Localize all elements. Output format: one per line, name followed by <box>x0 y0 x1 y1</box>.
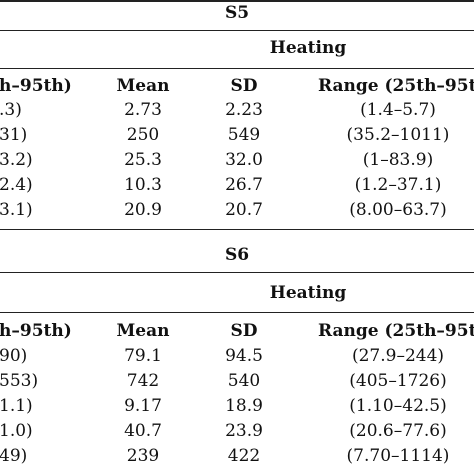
table-row-s6-2-left: 553) <box>0 371 39 391</box>
table-row-s6-5-mean: 239 <box>126 446 160 466</box>
table-row-s5-2-mean: 250 <box>126 125 160 145</box>
table-row-s5-4-range: (1.2–37.1) <box>354 175 442 195</box>
col-header-sd-s6: SD <box>230 321 258 341</box>
table-row-s6-1-left: 90) <box>0 346 28 366</box>
table-row-s5-2-sd: 549 <box>227 125 261 145</box>
table-row-s5-5-left: 3.1) <box>0 200 33 220</box>
group-header-heating: Heating <box>269 38 347 58</box>
table-row-s6-3-range: (1.10–42.5) <box>349 396 447 416</box>
table-row-s6-4-left: 1.0) <box>0 421 33 441</box>
top-rule <box>0 0 474 2</box>
table-row-s6-2-range: (405–1726) <box>349 371 447 391</box>
table-row-s6-4-mean: 40.7 <box>124 421 162 441</box>
table-row-s5-1-range: (1.4–5.7) <box>360 100 436 120</box>
table-row-s6-1-range: (27.9–244) <box>351 346 445 366</box>
table-row-s6-1-mean: 79.1 <box>124 346 162 366</box>
table-row-s6-3-mean: 9.17 <box>124 396 162 416</box>
section-divider-rule <box>0 229 474 230</box>
table-row-s5-1-mean: 2.73 <box>124 100 162 120</box>
col-header-left-fragment: h–95th) <box>0 76 72 96</box>
col-header-mean: Mean <box>116 76 170 96</box>
table-row-s5-3-left: 3.2) <box>0 150 33 170</box>
table-row-s5-4-mean: 10.3 <box>124 175 162 195</box>
col-header-range-s6: Range (25th–95t <box>318 321 474 341</box>
table-row-s6-4-range: (20.6–77.6) <box>349 421 447 441</box>
table-row-s5-3-range: (1–83.9) <box>362 150 434 170</box>
table-row-s6-5-range: (7.70–1114) <box>346 446 450 466</box>
table-row-s5-3-mean: 25.3 <box>124 150 162 170</box>
table-row-s6-3-left: 1.1) <box>0 396 33 416</box>
group-header-rule <box>0 68 474 69</box>
col-header-left-fragment-s6: h–95th) <box>0 321 72 341</box>
table-row-s6-2-mean: 742 <box>126 371 160 391</box>
col-header-range: Range (25th–95th <box>318 76 474 96</box>
table-row-s5-3-sd: 32.0 <box>225 150 263 170</box>
table-row-s6-2-sd: 540 <box>227 371 261 391</box>
group-header-rule-s6 <box>0 312 474 313</box>
table-row-s5-5-mean: 20.9 <box>124 200 162 220</box>
section-s6-rule <box>0 272 474 273</box>
table-row-s5-1-left: .3) <box>0 100 22 120</box>
table-row-s5-4-left: 2.4) <box>0 175 33 195</box>
table-row-s5-2-left: 31) <box>0 125 28 145</box>
table-row-s5-1-sd: 2.23 <box>225 100 263 120</box>
table-row-s6-1-sd: 94.5 <box>225 346 263 366</box>
section-label-s5: S5 <box>224 3 250 23</box>
table-row-s5-5-range: (8.00–63.7) <box>349 200 447 220</box>
table-row-s5-4-sd: 26.7 <box>225 175 263 195</box>
section-label-s6: S6 <box>224 245 250 265</box>
table-row-s5-5-sd: 20.7 <box>225 200 263 220</box>
section-s5-rule <box>0 30 474 31</box>
col-header-mean-s6: Mean <box>116 321 170 341</box>
table-row-s6-5-left: 49) <box>0 446 28 466</box>
table-row-s6-3-sd: 18.9 <box>225 396 263 416</box>
table-row-s5-2-range: (35.2–1011) <box>346 125 450 145</box>
col-header-sd: SD <box>230 76 258 96</box>
table-row-s6-4-sd: 23.9 <box>225 421 263 441</box>
table-row-s6-5-sd: 422 <box>227 446 261 466</box>
group-header-heating-s6: Heating <box>269 283 347 303</box>
